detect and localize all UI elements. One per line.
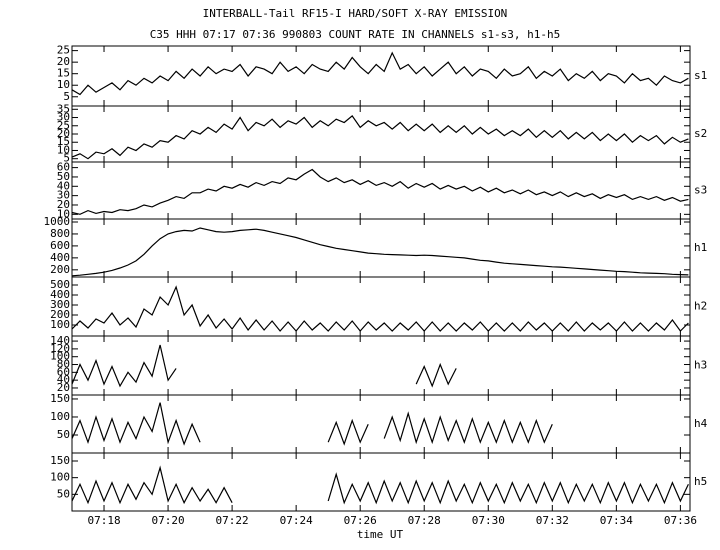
panel-label: s2	[694, 127, 707, 140]
y-tick-label: 35	[57, 102, 70, 115]
y-tick-label: 60	[57, 161, 70, 174]
y-tick-label: 100	[50, 471, 70, 484]
y-tick-label: 50	[57, 170, 70, 183]
y-tick-label: 5	[63, 90, 70, 103]
series-line	[71, 285, 689, 332]
x-tick-label: 07:20	[151, 514, 184, 527]
y-tick-label: 10	[57, 78, 70, 91]
panel-label: h3	[694, 359, 707, 372]
y-tick-label: 140	[50, 334, 70, 347]
chart-title: INTERBALL-Tail RF15-I HARD/SOFT X-RAY EM…	[203, 7, 508, 20]
y-tick-label: 200	[50, 263, 70, 276]
y-tick-label: 80	[57, 358, 70, 371]
y-tick-label: 150	[50, 454, 70, 467]
series-line	[71, 115, 689, 160]
x-tick-label: 07:28	[408, 514, 441, 527]
panel-label: h4	[694, 417, 708, 430]
y-tick-label: 100	[50, 410, 70, 423]
series-line	[71, 51, 689, 96]
y-tick-label: 20	[57, 55, 70, 68]
panel-frame	[71, 452, 691, 512]
y-tick-label: 20	[57, 381, 70, 394]
panel-label: h5	[694, 475, 707, 488]
panel-label: s1	[694, 69, 707, 82]
y-tick-label: 50	[57, 428, 70, 441]
y-tick-label: 15	[57, 67, 70, 80]
x-tick-label: 07:34	[600, 514, 633, 527]
y-tick-label: 400	[50, 251, 70, 264]
y-tick-label: 20	[57, 127, 70, 140]
y-tick-label: 5	[63, 152, 70, 165]
x-tick-label: 07:30	[472, 514, 505, 527]
panel-label: h2	[694, 300, 707, 313]
y-tick-label: 10	[57, 143, 70, 156]
y-tick-label: 200	[50, 308, 70, 321]
series-line	[71, 227, 689, 277]
y-tick-label: 15	[57, 135, 70, 148]
panel-label: s3	[694, 184, 707, 197]
y-tick-label: 40	[57, 179, 70, 192]
x-tick-label: 07:18	[87, 514, 120, 527]
x-tick-label: 07:36	[664, 514, 697, 527]
y-tick-label: 150	[50, 392, 70, 405]
y-tick-label: 30	[57, 189, 70, 202]
series-line	[71, 465, 689, 505]
y-tick-label: 300	[50, 298, 70, 311]
x-tick-label: 07:26	[344, 514, 377, 527]
x-tick-label: 07:32	[536, 514, 569, 527]
chart-subtitle: C35 HHH 07:17 07:36 990803 COUNT RATE IN…	[150, 28, 561, 41]
y-tick-label: 30	[57, 111, 70, 124]
series-line	[71, 402, 553, 446]
y-tick-label: 120	[50, 342, 70, 355]
y-tick-label: 800	[50, 227, 70, 240]
x-axis-label: time UT	[357, 528, 404, 541]
x-tick-label: 07:24	[280, 514, 313, 527]
y-tick-label: 25	[57, 44, 70, 57]
y-tick-label: 10	[57, 207, 70, 220]
y-tick-label: 100	[50, 350, 70, 363]
y-tick-label: 60	[57, 365, 70, 378]
y-tick-label: 50	[57, 487, 70, 500]
y-tick-label: 20	[57, 198, 70, 211]
series-line	[71, 168, 689, 215]
y-tick-label: 100	[50, 318, 70, 331]
y-tick-label: 25	[57, 119, 70, 132]
x-tick-label: 07:22	[216, 514, 249, 527]
y-tick-label: 1000	[44, 215, 71, 228]
y-tick-label: 600	[50, 239, 70, 252]
y-tick-label: 40	[57, 373, 70, 386]
panel-label: h1	[694, 241, 707, 254]
y-tick-label: 400	[50, 288, 70, 301]
series-line	[71, 344, 457, 388]
y-tick-label: 500	[50, 278, 70, 291]
